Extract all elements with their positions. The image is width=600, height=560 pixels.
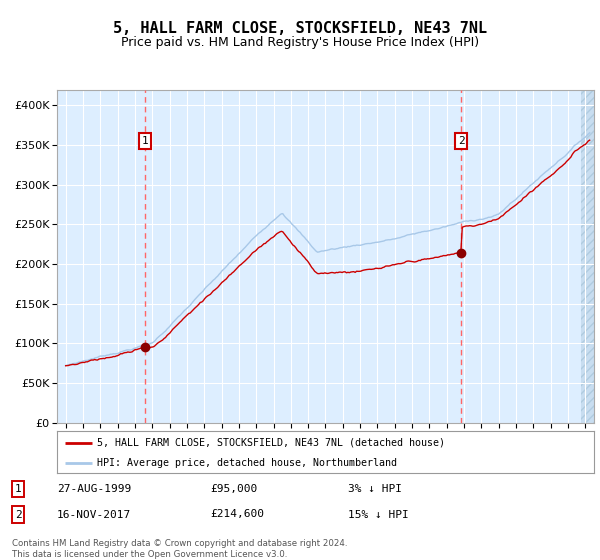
Text: 2: 2 [14, 510, 22, 520]
Text: HPI: Average price, detached house, Northumberland: HPI: Average price, detached house, Nort… [97, 458, 397, 468]
Text: Contains HM Land Registry data © Crown copyright and database right 2024.
This d: Contains HM Land Registry data © Crown c… [12, 539, 347, 559]
Text: 3% ↓ HPI: 3% ↓ HPI [348, 484, 402, 494]
Text: 2: 2 [458, 136, 464, 146]
Text: 16-NOV-2017: 16-NOV-2017 [57, 510, 131, 520]
Bar [581, 82, 600, 423]
Text: 1: 1 [142, 136, 148, 146]
Text: £95,000: £95,000 [210, 484, 257, 494]
Text: £214,600: £214,600 [210, 510, 264, 520]
Text: Price paid vs. HM Land Registry's House Price Index (HPI): Price paid vs. HM Land Registry's House … [121, 36, 479, 49]
Text: 5, HALL FARM CLOSE, STOCKSFIELD, NE43 7NL (detached house): 5, HALL FARM CLOSE, STOCKSFIELD, NE43 7N… [97, 438, 445, 448]
Text: 1: 1 [14, 484, 22, 494]
Text: 5, HALL FARM CLOSE, STOCKSFIELD, NE43 7NL: 5, HALL FARM CLOSE, STOCKSFIELD, NE43 7N… [113, 21, 487, 36]
Text: 27-AUG-1999: 27-AUG-1999 [57, 484, 131, 494]
Text: 15% ↓ HPI: 15% ↓ HPI [348, 510, 409, 520]
Bar [581, 82, 600, 423]
